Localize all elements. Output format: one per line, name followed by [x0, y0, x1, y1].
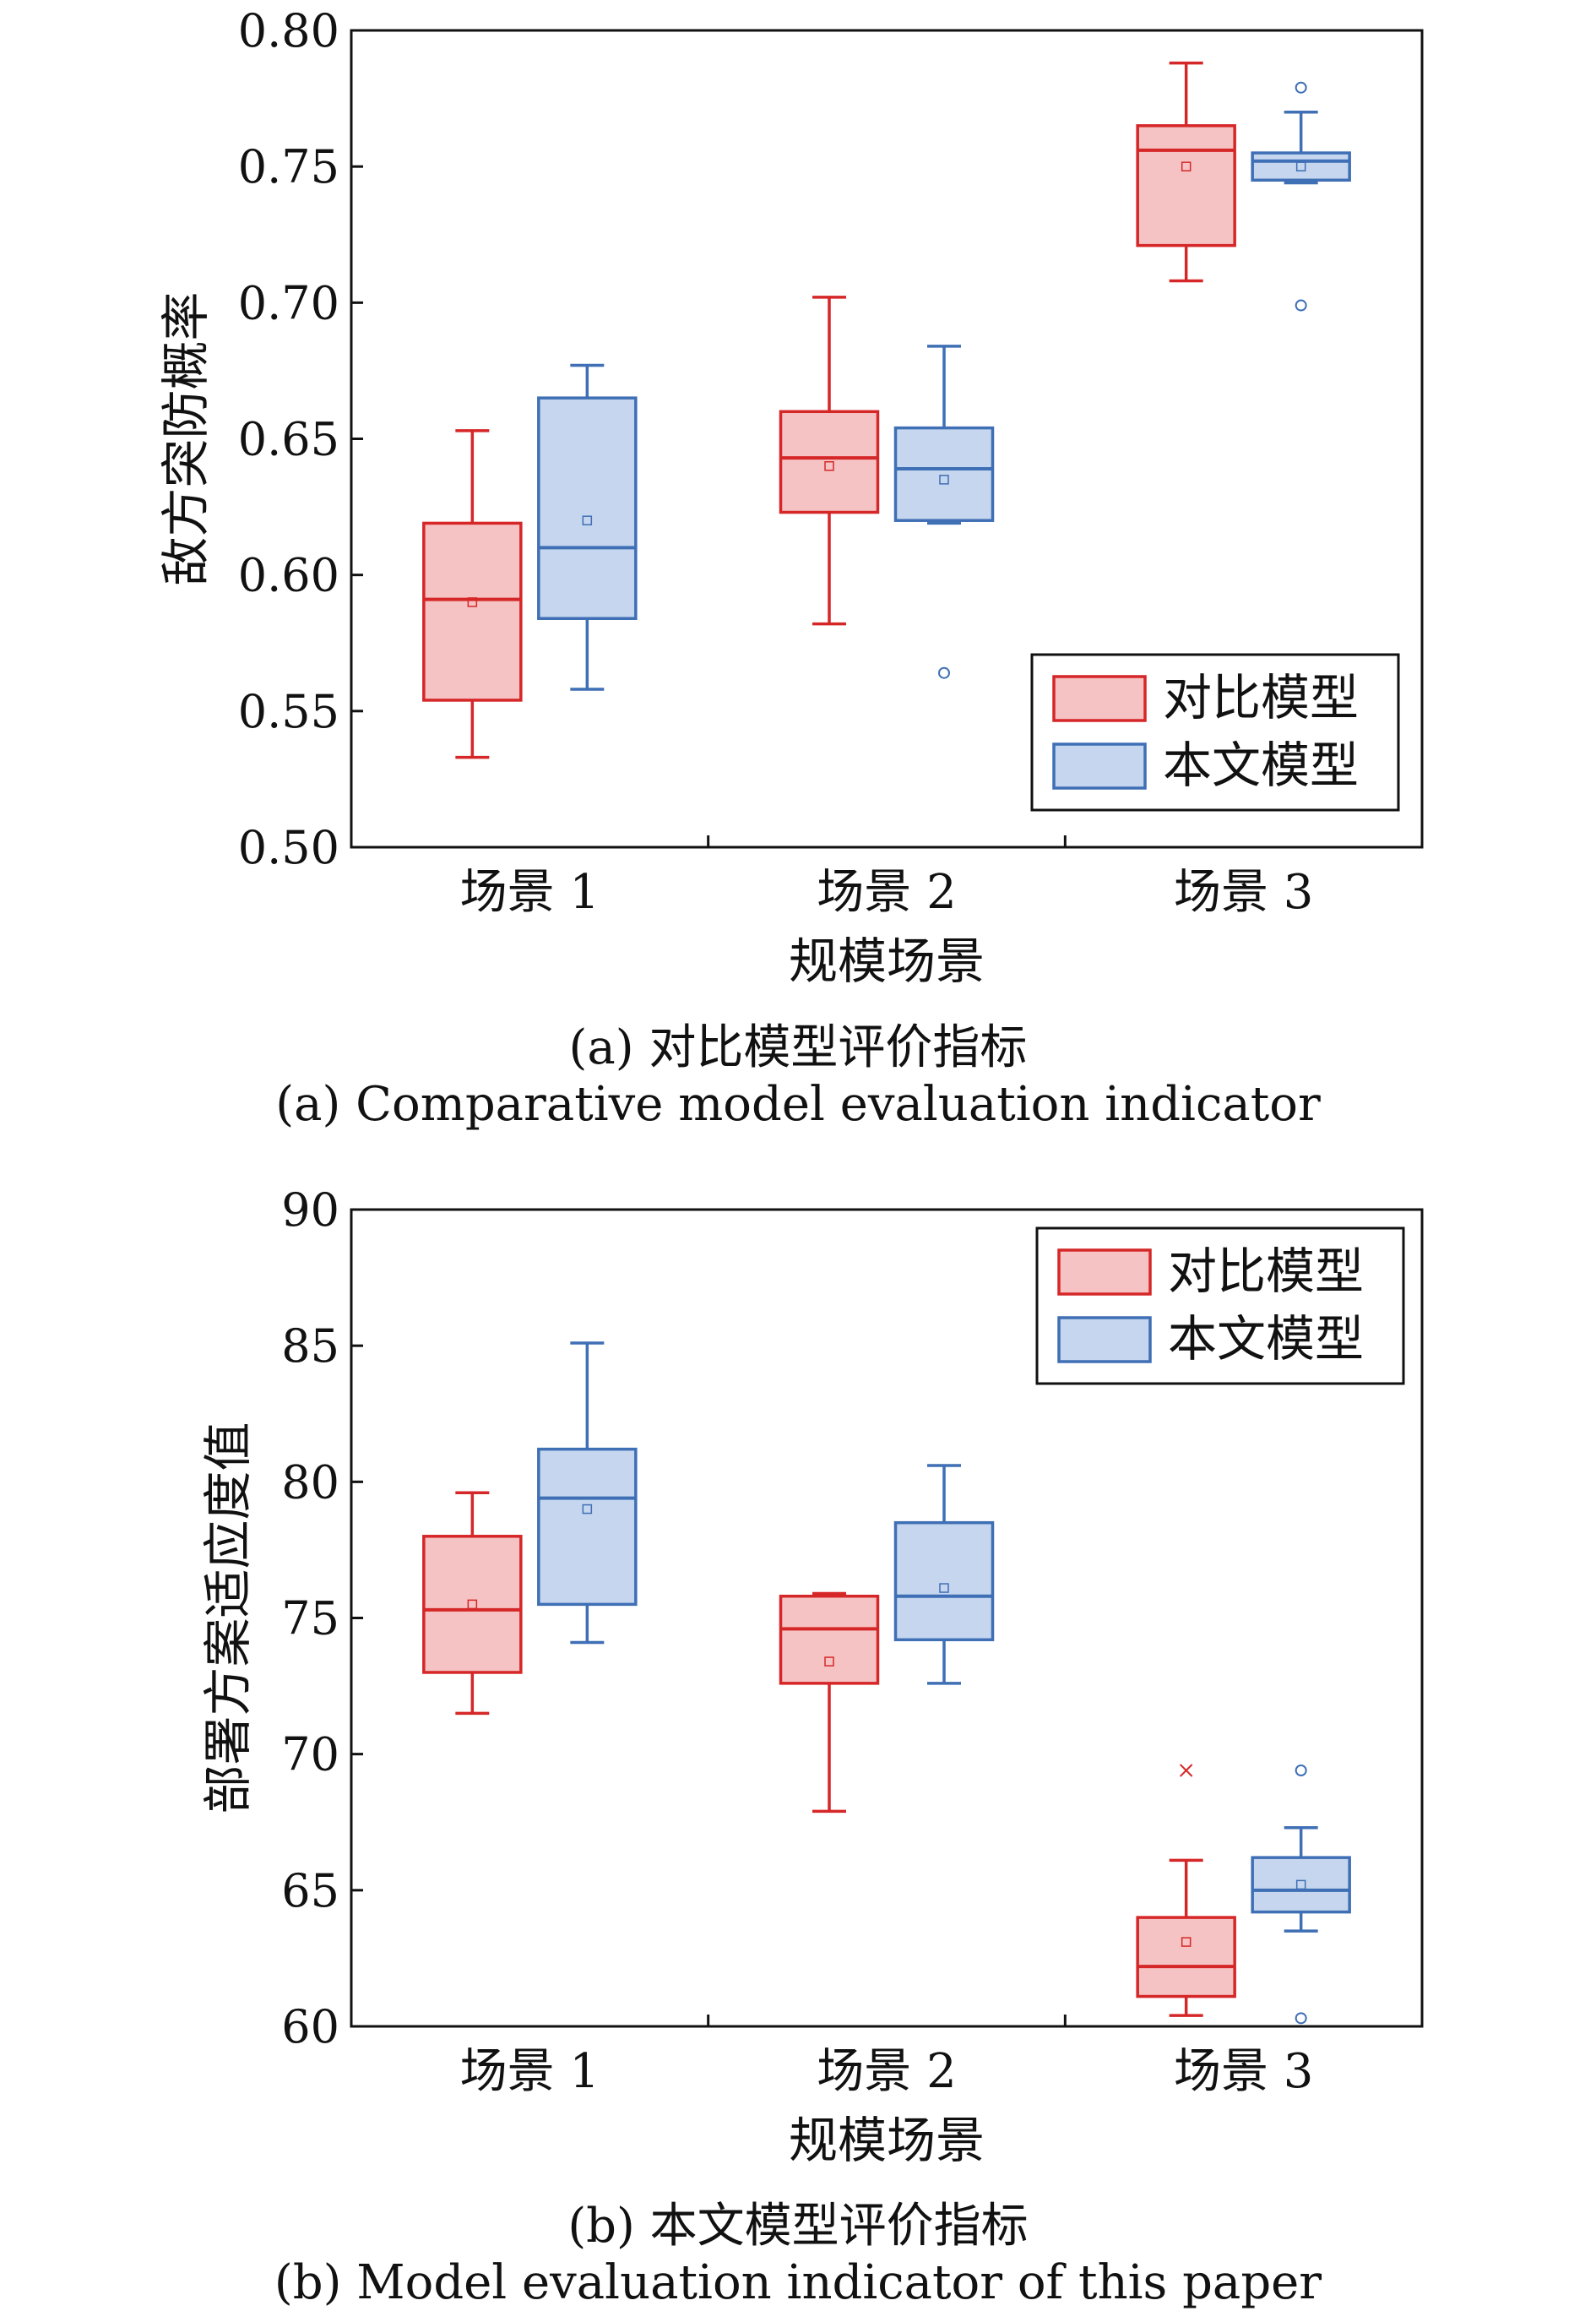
legend-swatch: [1057, 1316, 1152, 1363]
box-ours-3: [1251, 1765, 1351, 2025]
iqr-box: [537, 1447, 638, 1607]
y-tick-label: 0.65: [238, 413, 339, 466]
iqr-box: [1136, 1916, 1236, 1998]
iqr-box: [537, 396, 638, 620]
y-tick-label: 0.50: [238, 821, 339, 874]
box-compare-1: [422, 429, 523, 759]
y-tick-label: 0.75: [238, 140, 339, 193]
y-tick-label: 60: [281, 2000, 339, 2053]
outlier-point: [1295, 2012, 1307, 2025]
outlier-point: [1295, 299, 1307, 312]
legend-label: 本文模型: [1168, 1310, 1364, 1368]
x-tick-label: 场景 1: [460, 2044, 600, 2099]
y-tick-label: 75: [281, 1592, 339, 1645]
y-tick-label: 85: [281, 1319, 339, 1373]
box-ours-2: [893, 1464, 995, 1685]
legend-label: 本文模型: [1163, 737, 1359, 794]
box-chart-a: 0.50 0.55 0.60 0.65 0.70 0.75 0.80 场景 1 场景 2 场景 3…: [157, 4, 1424, 990]
iqr-box: [1251, 151, 1351, 182]
box-ours-1: [537, 363, 638, 691]
y-axis-label: 部署方案适应度值: [199, 1422, 257, 1814]
mean-marker: [824, 460, 834, 471]
iqr-box: [779, 1594, 880, 1685]
box-compare-2: [779, 1591, 880, 1814]
legend-swatch: [1057, 1248, 1152, 1296]
box-compare-1: [422, 1491, 523, 1716]
iqr-box: [893, 426, 995, 522]
x-tick-label: 场景 3: [1174, 2044, 1313, 2099]
iqr-box: [422, 521, 523, 702]
mean-marker: [467, 1599, 478, 1610]
box-compare-2: [779, 296, 880, 626]
mean-marker: [1181, 1937, 1192, 1947]
legend-label: 对比模型: [1168, 1243, 1364, 1300]
y-tick-label: 0.70: [238, 276, 339, 329]
mean-marker: [582, 515, 593, 525]
iqr-box: [1251, 1856, 1351, 1914]
mean-marker: [1295, 1879, 1306, 1890]
box-ours-1: [537, 1341, 638, 1645]
y-tick-label: 0.60: [238, 549, 339, 602]
box-ours-2: [893, 345, 995, 679]
y-tick-label: 0.55: [238, 685, 339, 738]
y-axis-label: 敌方突防概率: [157, 291, 214, 585]
iqr-box: [422, 1535, 523, 1674]
outlier-point: [1295, 81, 1307, 94]
y-tick-label: 0.80: [238, 4, 339, 57]
legend-swatch: [1052, 742, 1147, 790]
y-tick-label: 80: [281, 1455, 339, 1509]
iqr-box: [779, 410, 880, 514]
x-axis-label: 规模场景: [789, 2112, 985, 2169]
iqr-box: [1136, 124, 1236, 247]
legend-label: 对比模型: [1163, 669, 1359, 726]
box-ours-3: [1251, 81, 1351, 312]
x-axis-label: 规模场景: [789, 933, 985, 990]
y-tick-label: 90: [281, 1183, 339, 1237]
box-compare-3: [1136, 61, 1236, 283]
mean-marker: [467, 597, 478, 607]
chart-panel-b: 60 65 70 75 80 85 90 场景 1 场景 2 场景 3 规模场景 部署方案适应度值 对比…: [0, 1174, 1596, 2322]
mean-marker: [582, 1504, 593, 1514]
x-tick-label: 场景 2: [817, 865, 956, 920]
caption-en-b: (b) Model evaluation indicator of this p…: [274, 2255, 1322, 2310]
mean-marker: [1295, 161, 1306, 171]
outlier-point: [938, 666, 950, 679]
caption-en-a: (a) Comparative model evaluation indicat…: [275, 1077, 1321, 1132]
box-chart-b: 60 65 70 75 80 85 90 场景 1 场景 2 场景 3 规模场景 部署方案适应度值 对比…: [199, 1183, 1424, 2169]
x-tick-label: 场景 3: [1174, 865, 1313, 920]
mean-marker: [1181, 161, 1192, 171]
box-compare-3: [1136, 1764, 1236, 2017]
y-tick-label: 65: [281, 1864, 339, 1917]
caption-cn-a: (a) 对比模型评价指标: [568, 1020, 1028, 1075]
caption-cn-b: (b) 本文模型评价指标: [567, 2199, 1029, 2254]
legend-swatch: [1052, 675, 1147, 722]
mean-marker: [824, 1656, 834, 1667]
chart-panel-a: 0.50 0.55 0.60 0.65 0.70 0.75 0.80 场景 1 场景 2 场景 3…: [157, 4, 1424, 1132]
iqr-box: [893, 1520, 995, 1642]
mean-marker: [939, 475, 949, 485]
outlier-point: [1295, 1765, 1307, 1777]
x-tick-label: 场景 1: [460, 865, 600, 920]
y-tick-label: 70: [281, 1728, 339, 1781]
mean-marker: [939, 1583, 949, 1593]
outlier-point: [1179, 1764, 1193, 1777]
x-tick-label: 场景 2: [817, 2044, 956, 2099]
